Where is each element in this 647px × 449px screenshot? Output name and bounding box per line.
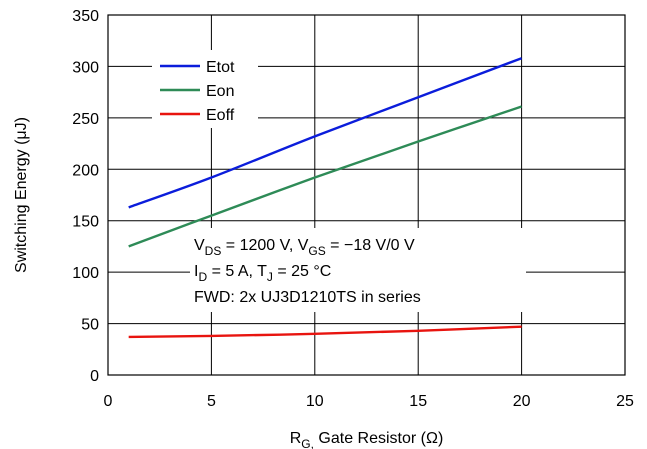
annotation-segment: D <box>198 270 207 284</box>
y-tick-label: 350 <box>72 8 99 25</box>
series-line-eon <box>128 105 522 248</box>
legend: Etot Eon Eoff <box>152 50 258 128</box>
annotation-segment: = 1200 V, V <box>221 237 308 254</box>
legend-label-etot: Etot <box>206 59 235 76</box>
legend-label-eoff: Eoff <box>206 107 235 124</box>
annotation-line: VDS = 1200 V, VGS = −18 V/0 V <box>194 237 415 258</box>
x-tick-label: 10 <box>306 393 324 410</box>
annotation-segment: V <box>194 237 205 254</box>
y-tick-label: 100 <box>72 265 99 282</box>
annotation-background <box>190 228 526 312</box>
annotation-segment: DS <box>205 244 222 258</box>
y-tick-labels: 0 50 100 150 200 250 300 350 <box>72 8 99 385</box>
x-tick-labels: 0 5 10 15 20 25 <box>104 393 634 410</box>
annotation-segment: = 25 °C <box>273 263 331 280</box>
legend-label-eon: Eon <box>206 83 234 100</box>
series-line-eoff <box>128 325 522 339</box>
x-tick-label: 25 <box>616 393 634 410</box>
annotation-segment: = 5 A, T <box>207 263 267 280</box>
x-tick-label: 0 <box>104 393 113 410</box>
x-tick-label: 5 <box>207 393 216 410</box>
y-tick-label: 150 <box>72 214 99 231</box>
x-axis-title-sub: G, <box>301 437 314 449</box>
y-tick-label: 250 <box>72 111 99 128</box>
annotation-line: FWD: 2x UJ3D1210TS in series <box>194 289 421 306</box>
y-tick-label: 50 <box>81 317 99 334</box>
x-tick-label: 20 <box>513 393 531 410</box>
annotation-segment: FWD: 2x UJ3D1210TS in series <box>194 289 421 306</box>
annotation-line: ID = 5 A, TJ = 25 °C <box>194 263 331 284</box>
y-tick-label: 300 <box>72 59 99 76</box>
annotation-segment: = −18 V/0 V <box>326 237 415 254</box>
series-lines <box>128 57 523 339</box>
y-tick-label: 200 <box>72 162 99 179</box>
x-axis-title: RG, Gate Resistor (Ω) <box>290 430 444 449</box>
plot-frame <box>107 14 626 376</box>
series-line-etot <box>128 57 523 209</box>
x-axis-title-main: R <box>290 430 302 447</box>
annotation-segment: I <box>194 263 198 280</box>
x-axis-title-rest: Gate Resistor (Ω) <box>314 430 443 447</box>
x-tick-label: 15 <box>409 393 427 410</box>
conditions-annotation: VDS = 1200 V, VGS = −18 V/0 V ID = 5 A, T… <box>190 228 526 312</box>
annotation-segment: GS <box>308 244 325 258</box>
annotation-segment: J <box>267 270 273 284</box>
y-tick-label: 0 <box>90 368 99 385</box>
y-axis-title: Switching Energy (μJ) <box>13 117 30 273</box>
